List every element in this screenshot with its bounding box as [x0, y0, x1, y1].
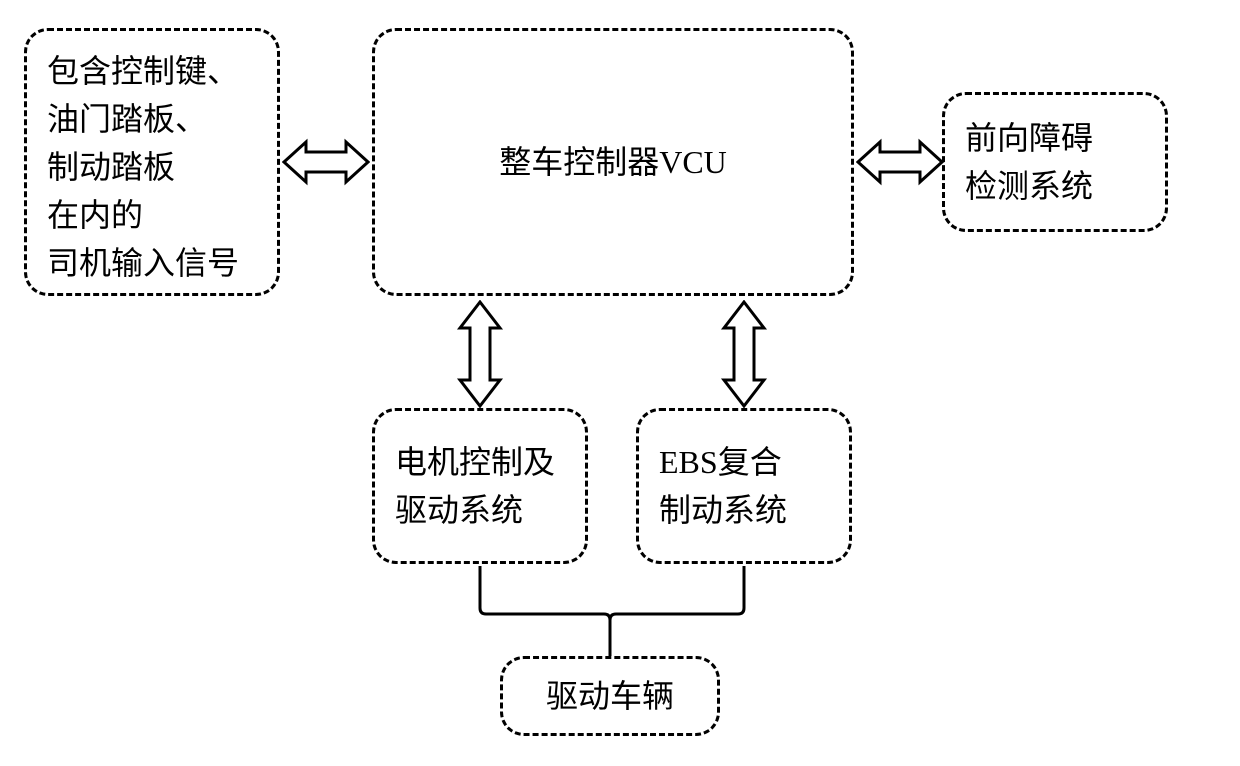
node-vehicle: 驱动车辆 — [500, 656, 720, 736]
vehicle-label: 驱动车辆 — [546, 672, 674, 720]
driver-input-line2: 油门踏板、 — [47, 95, 257, 143]
driver-input-line1: 包含控制键、 — [47, 47, 257, 95]
obstacle-line1: 前向障碍 — [965, 114, 1145, 162]
node-ebs: EBS复合 制动系统 — [636, 408, 852, 564]
node-obstacle: 前向障碍 检测系统 — [942, 92, 1168, 232]
driver-input-line4: 在内的 — [47, 191, 257, 239]
motor-line1: 电机控制及 — [395, 438, 565, 486]
arrow-vcu-ebs — [718, 300, 770, 408]
node-motor: 电机控制及 驱动系统 — [372, 408, 588, 564]
connector-join-vehicle — [372, 564, 852, 658]
ebs-line1: EBS复合 — [659, 438, 829, 486]
node-driver-input: 包含控制键、 油门踏板、 制动踏板 在内的 司机输入信号 — [24, 28, 280, 296]
ebs-line2: 制动系统 — [659, 486, 829, 534]
vcu-label: 整车控制器VCU — [499, 138, 727, 186]
motor-line2: 驱动系统 — [395, 486, 565, 534]
arrow-vcu-motor — [454, 300, 506, 408]
arrow-vcu-obstacle — [856, 138, 944, 186]
node-vcu: 整车控制器VCU — [372, 28, 854, 296]
driver-input-line3: 制动踏板 — [47, 143, 257, 191]
driver-input-line5: 司机输入信号 — [47, 239, 257, 287]
arrow-driver-vcu — [282, 138, 370, 186]
obstacle-line2: 检测系统 — [965, 162, 1145, 210]
